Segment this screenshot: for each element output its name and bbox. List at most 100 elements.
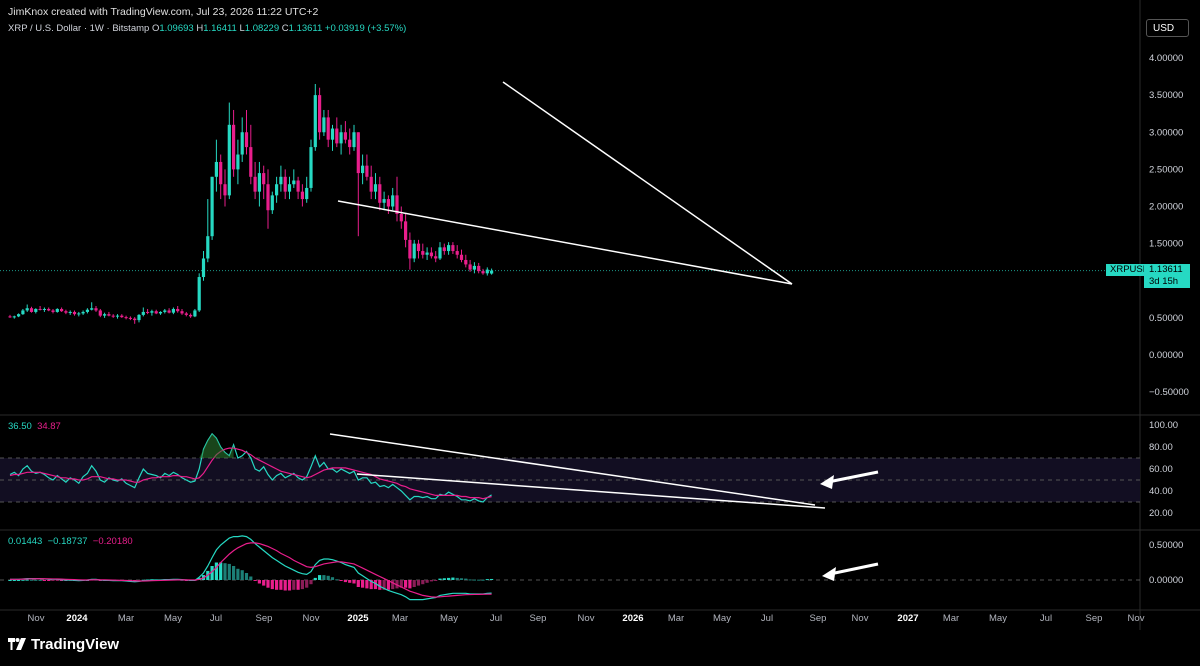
candle-body [210, 176, 214, 237]
candle-body [283, 176, 287, 192]
candle-body [442, 247, 446, 252]
macd-histogram-bar [25, 579, 29, 581]
macd-histogram-bar [378, 580, 382, 590]
macd-histogram-bar [275, 580, 279, 590]
macd-histogram-bar [236, 568, 240, 580]
candle-body [72, 311, 77, 315]
candle-body [477, 265, 481, 272]
candle-body [34, 308, 38, 312]
candle-body [429, 252, 433, 257]
low-label: L [239, 23, 245, 34]
time-axis-label: 2026 [622, 613, 643, 624]
open-value: 1.09693 [159, 23, 194, 34]
candle-body [425, 252, 429, 255]
macd-histogram-bar [365, 580, 369, 589]
candle-body [391, 195, 395, 207]
time-axis-label: Nov [28, 613, 45, 624]
macd-histogram-bar [468, 579, 472, 581]
macd-histogram-bar [352, 580, 356, 584]
candle-body [361, 165, 365, 174]
candle-body [167, 310, 171, 313]
chart-credit: JimKnox created with TradingView.com, Ju… [8, 6, 319, 18]
close-label: C [281, 23, 289, 34]
macd-legend: 0.01443 −0.18737 −0.20180 [8, 536, 133, 547]
candle-body [447, 245, 451, 252]
macd-histogram-bar [12, 580, 16, 581]
rsi-lower-trendline [356, 473, 826, 509]
macd-histogram-bar [490, 578, 494, 580]
candle-body [275, 184, 279, 196]
time-axis-label: Nov [578, 613, 595, 624]
macd-histogram-bar [335, 579, 339, 581]
macd-histogram-bar [408, 580, 412, 589]
candle-body [103, 314, 107, 316]
macd-histogram-bar [270, 580, 274, 590]
candle-body [227, 124, 231, 196]
candle-body [98, 310, 102, 316]
macd-histogram-bar [60, 580, 64, 581]
candle-body [25, 308, 29, 311]
price-axis-label: 2.00000 [1149, 202, 1183, 213]
currency-button[interactable]: USD [1146, 19, 1189, 37]
candle-body [171, 308, 175, 313]
macd-histogram-bar [404, 580, 408, 588]
macd-histogram-bar [421, 580, 425, 585]
candle-body [434, 256, 438, 259]
candle-body [300, 191, 304, 200]
tradingview-logo[interactable]: TradingView [8, 636, 119, 653]
symbol-price-tag: XRPUSD [1106, 264, 1154, 276]
macd-histogram-bar [244, 573, 249, 580]
wedge-lower-trendline [337, 200, 793, 285]
candle-body [386, 199, 390, 207]
candle-body [115, 315, 120, 317]
macd-histogram-bar [318, 575, 322, 580]
candle-body [485, 269, 489, 274]
candle-body [158, 311, 163, 314]
candle-body [124, 317, 128, 319]
wedge-upper-trendline [502, 81, 793, 285]
open-label: O [151, 23, 160, 34]
candle-body [369, 176, 373, 192]
rsi-line [9, 432, 492, 503]
candle-body [464, 259, 468, 265]
time-axis-label: Jul [210, 613, 222, 624]
price-axis-label: 0.00000 [1149, 350, 1183, 361]
macd-histogram-bar [438, 578, 442, 580]
bar-countdown-tag: 3d 15h [1144, 276, 1190, 288]
candle-body [163, 310, 167, 312]
macd-histogram-bar [472, 579, 476, 581]
candle-body [322, 117, 326, 133]
macd-histogram-bar [51, 580, 55, 581]
time-axis-label: Nov [852, 613, 869, 624]
time-axis-label: Jul [761, 613, 773, 624]
candle-body [94, 308, 98, 311]
macd-histogram-bar [339, 580, 343, 581]
macd-signal-line [10, 542, 492, 598]
macd-histogram-bar [34, 579, 38, 581]
candle-body [468, 264, 472, 270]
macd-histogram-bar [29, 579, 34, 581]
candle-body [335, 128, 339, 144]
candle-body [107, 314, 111, 316]
candle-body [270, 195, 274, 211]
price-axis-label: 1.50000 [1149, 239, 1183, 250]
macd-histogram-bar [386, 580, 390, 590]
macd-histogram-bar [292, 580, 296, 590]
candle-body [81, 311, 85, 314]
rsi-upper-trendline [329, 433, 816, 506]
macd-histogram-bar [253, 580, 257, 581]
macd-histogram-bar [485, 579, 489, 581]
macd-histogram-bar [348, 580, 352, 583]
macd-histogram-bar [17, 580, 21, 581]
time-axis-label: Sep [1086, 613, 1103, 624]
candle-body [279, 176, 283, 185]
candle-body [309, 147, 313, 188]
macd-histogram-bar [322, 575, 326, 580]
price-axis-label: 0.50000 [1149, 313, 1183, 324]
macd-histogram-bar [330, 577, 335, 580]
macd-histogram-bar [223, 563, 227, 580]
rsi-legend: 36.50 34.87 [8, 421, 61, 432]
candle-body [133, 318, 137, 321]
macd-histogram-bar [227, 563, 231, 580]
